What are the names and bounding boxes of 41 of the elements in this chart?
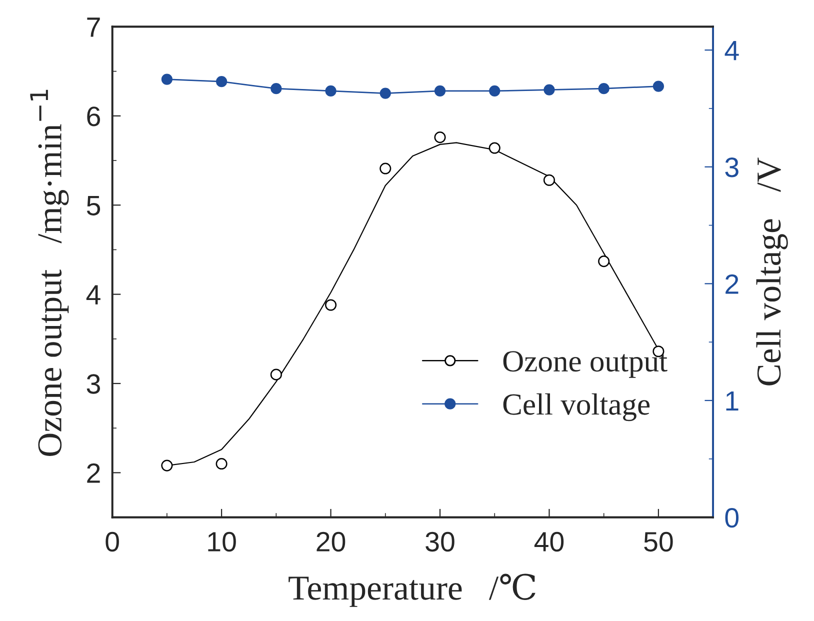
x-tick-label: 50 [644, 532, 673, 552]
y-axis-title: Ozone output /mg·min$^{−1}$ [30, 90, 69, 456]
x-axis-title: Temperature /℃ [288, 574, 536, 607]
x-tick-label: 40 [534, 532, 564, 552]
point [544, 84, 555, 96]
point [488, 142, 500, 154]
point [325, 85, 336, 97]
x-tick-label: 0 [106, 532, 119, 552]
y-tick-label: 4 [86, 285, 100, 304]
x-tick-label: 10 [208, 532, 236, 552]
point [543, 174, 556, 186]
y-tick-label: 6 [87, 106, 100, 126]
x-tick-label: 30 [426, 532, 454, 552]
y-tick-label: 2 [87, 463, 100, 483]
point [161, 74, 172, 85]
point [434, 132, 446, 144]
point [270, 368, 282, 380]
y-tick-label: 7 [87, 18, 100, 37]
y2-tick-label: 2 [726, 274, 738, 294]
point [325, 299, 337, 311]
point [216, 76, 228, 88]
point [270, 83, 282, 94]
y2-tick-label: 3 [725, 158, 738, 178]
x-tick-label: 20 [316, 532, 346, 552]
point [380, 88, 391, 99]
y2-axis-title: Cell voltage /V [756, 158, 788, 386]
y2-tick-label: 4 [724, 41, 739, 60]
point [161, 460, 173, 472]
y2-tick-label: 1 [726, 391, 738, 411]
point [434, 85, 446, 97]
point [652, 80, 664, 92]
point [489, 85, 500, 97]
point [598, 83, 610, 94]
point [598, 256, 610, 268]
legend-label: Ozone output [503, 351, 668, 378]
point [216, 458, 228, 470]
y2-tick-label: 0 [725, 508, 739, 528]
y-tick-label: 5 [86, 196, 100, 216]
y-tick-label: 3 [86, 374, 100, 394]
point [380, 162, 392, 174]
legend-label: Cell voltage [503, 393, 650, 422]
